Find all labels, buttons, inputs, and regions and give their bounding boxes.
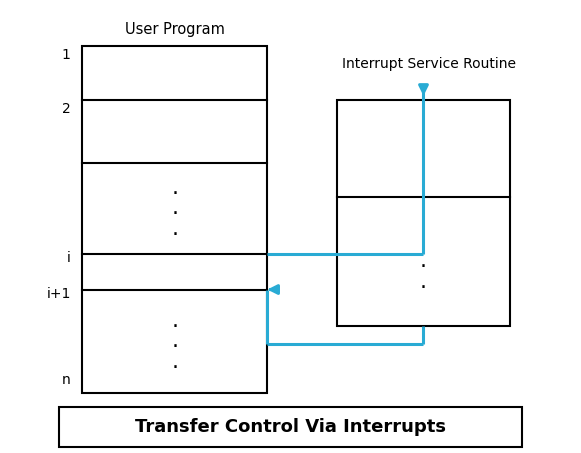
Text: .: . xyxy=(420,231,427,251)
Text: .: . xyxy=(171,352,178,371)
Text: .: . xyxy=(171,198,178,218)
Text: .: . xyxy=(171,311,178,331)
Text: .: . xyxy=(171,178,178,198)
Text: n: n xyxy=(62,372,71,386)
Text: 2: 2 xyxy=(62,102,71,116)
FancyBboxPatch shape xyxy=(83,46,267,393)
Text: i+1: i+1 xyxy=(46,287,71,301)
FancyBboxPatch shape xyxy=(59,407,522,447)
Text: i: i xyxy=(67,251,71,265)
Text: .: . xyxy=(171,331,178,352)
Text: .: . xyxy=(171,219,178,239)
FancyBboxPatch shape xyxy=(337,101,510,326)
Text: User Program: User Program xyxy=(125,22,225,38)
Text: Transfer Control Via Interrupts: Transfer Control Via Interrupts xyxy=(135,418,446,436)
Text: .: . xyxy=(420,272,427,292)
Text: 1: 1 xyxy=(62,48,71,63)
Text: Interrupt Service Routine: Interrupt Service Routine xyxy=(342,57,516,71)
Text: .: . xyxy=(420,251,427,271)
